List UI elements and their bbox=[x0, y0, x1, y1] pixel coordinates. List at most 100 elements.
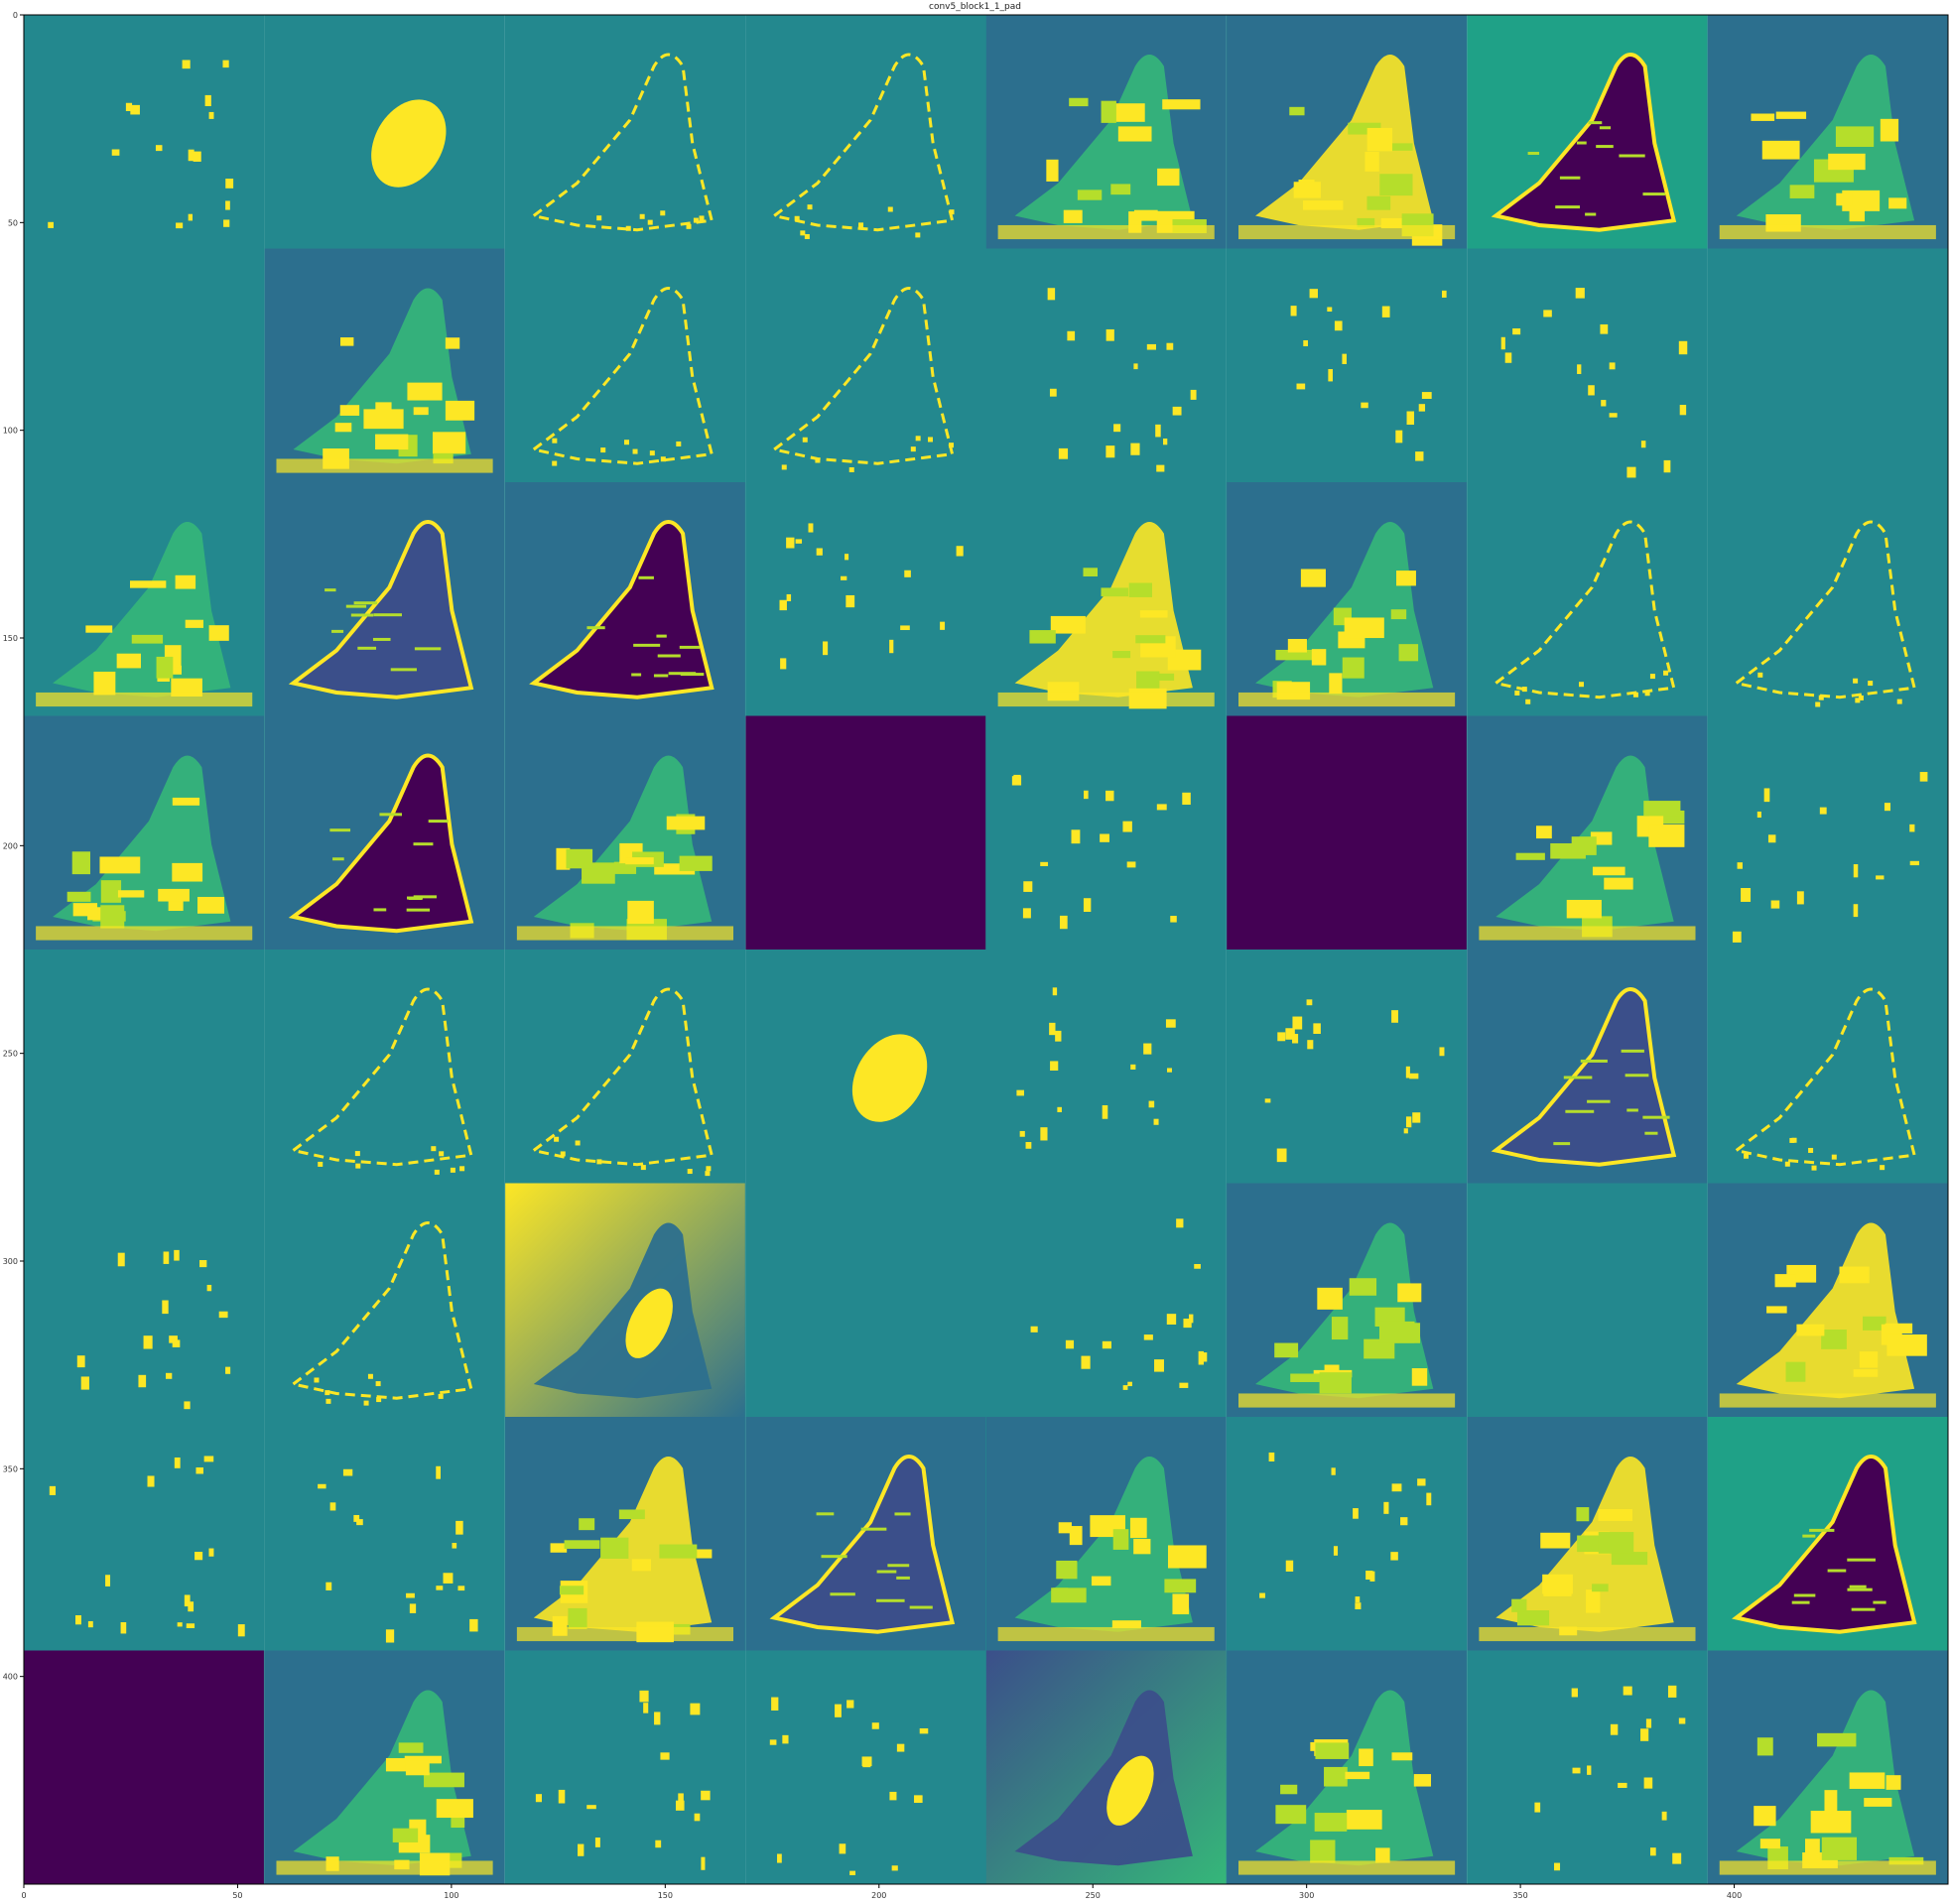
activation-patch bbox=[1849, 1585, 1867, 1588]
activation-patch bbox=[1319, 1372, 1352, 1394]
tile-background bbox=[1707, 482, 1948, 716]
feature-map-tile bbox=[24, 715, 265, 950]
activation-patch bbox=[1348, 122, 1381, 135]
activation-patch bbox=[699, 215, 705, 221]
activation-patch bbox=[1679, 405, 1687, 416]
activation-patch bbox=[1415, 451, 1424, 461]
activation-patch bbox=[1166, 342, 1174, 350]
feature-map-tile bbox=[1226, 1650, 1468, 1884]
activation-patch bbox=[1411, 1368, 1428, 1386]
activation-patch bbox=[1888, 197, 1907, 209]
activation-patch bbox=[1117, 126, 1152, 142]
ground-activation bbox=[36, 692, 253, 707]
activation-patch bbox=[193, 151, 201, 162]
activation-patch bbox=[1164, 1579, 1197, 1593]
activation-patch bbox=[613, 861, 637, 874]
activation-patch bbox=[1896, 698, 1902, 704]
activation-patch bbox=[339, 337, 354, 346]
feature-map-tile bbox=[504, 1183, 746, 1417]
activation-patch bbox=[1050, 1061, 1059, 1072]
activation-patch bbox=[208, 625, 229, 641]
activation-patch bbox=[896, 1576, 910, 1580]
activation-patch bbox=[318, 1161, 324, 1167]
activation-patch bbox=[459, 1166, 465, 1172]
activation-patch bbox=[1296, 383, 1306, 390]
activation-patch bbox=[1313, 1023, 1321, 1034]
activation-patch bbox=[915, 436, 921, 442]
activation-patch bbox=[786, 593, 792, 601]
activation-patch bbox=[1426, 1492, 1432, 1506]
activation-patch bbox=[325, 1582, 332, 1590]
activation-patch bbox=[1047, 288, 1056, 301]
activation-patch bbox=[1303, 339, 1309, 347]
activation-patch bbox=[1023, 881, 1033, 892]
activation-patch bbox=[660, 1752, 670, 1760]
activation-patch bbox=[424, 1772, 464, 1788]
activation-patch bbox=[186, 1623, 195, 1628]
activation-patch bbox=[1172, 406, 1182, 416]
activation-patch bbox=[1380, 217, 1407, 229]
activation-patch bbox=[49, 1485, 57, 1495]
activation-patch bbox=[1515, 852, 1545, 860]
activation-patch bbox=[1886, 1333, 1927, 1356]
bird-silhouette bbox=[1736, 1457, 1915, 1632]
activation-patch bbox=[862, 1757, 871, 1768]
activation-patch bbox=[334, 423, 352, 433]
activation-patch bbox=[575, 1140, 581, 1146]
activation-patch bbox=[1796, 891, 1804, 905]
activation-patch bbox=[1355, 1602, 1362, 1609]
activation-patch bbox=[579, 1518, 595, 1531]
activation-patch bbox=[1292, 1016, 1303, 1030]
activation-patch bbox=[876, 1598, 905, 1602]
feature-map-tile bbox=[1707, 1183, 1948, 1417]
activation-patch bbox=[889, 1791, 897, 1801]
activation-patch bbox=[816, 548, 823, 556]
activation-patch bbox=[1133, 209, 1158, 221]
activation-patch bbox=[1189, 1314, 1194, 1324]
activation-patch bbox=[1678, 340, 1688, 355]
activation-patch bbox=[771, 1697, 779, 1711]
activation-patch bbox=[627, 900, 654, 925]
activation-patch bbox=[204, 94, 211, 106]
tile-background bbox=[745, 248, 986, 482]
tile-background bbox=[1467, 1183, 1708, 1417]
bird-edge bbox=[1732, 1455, 1917, 1634]
activation-patch bbox=[455, 1520, 463, 1535]
activation-patch bbox=[660, 456, 666, 462]
activation-patch bbox=[1133, 363, 1138, 370]
activation-patch bbox=[705, 1171, 711, 1177]
activation-patch bbox=[147, 1475, 155, 1487]
feature-map-tile bbox=[504, 482, 746, 716]
activation-patch bbox=[1391, 1483, 1402, 1492]
activation-patch bbox=[1122, 821, 1132, 832]
activation-patch bbox=[1302, 200, 1344, 210]
activation-patch bbox=[1543, 310, 1552, 317]
activation-patch bbox=[1069, 97, 1089, 107]
activation-patch bbox=[1598, 1508, 1632, 1521]
activation-patch bbox=[1379, 174, 1413, 196]
activation-patch bbox=[568, 1607, 587, 1629]
activation-patch bbox=[1022, 908, 1031, 919]
activation-patch bbox=[1579, 682, 1585, 688]
activation-patch bbox=[1113, 424, 1121, 433]
feature-map-tile bbox=[24, 1417, 265, 1651]
activation-patch bbox=[625, 225, 631, 231]
activation-patch bbox=[1342, 657, 1365, 679]
activation-patch bbox=[1046, 159, 1059, 182]
activation-patch bbox=[1162, 99, 1201, 110]
activation-patch bbox=[1083, 568, 1098, 576]
feature-map-tile bbox=[504, 15, 746, 249]
bird-edge bbox=[1492, 520, 1676, 699]
activation-patch bbox=[552, 438, 558, 444]
y-tick-label: 250 bbox=[3, 1050, 18, 1059]
y-tick-label: 200 bbox=[3, 841, 18, 850]
activation-patch bbox=[1398, 644, 1419, 662]
x-tick-label: 0 bbox=[21, 1891, 26, 1900]
activation-patch bbox=[1397, 1283, 1422, 1303]
activation-patch bbox=[841, 575, 847, 580]
bird-edge bbox=[289, 987, 473, 1167]
activation-patch bbox=[1642, 192, 1666, 196]
activation-patch bbox=[1770, 900, 1780, 909]
activation-patch bbox=[390, 668, 417, 672]
activation-patch bbox=[1156, 804, 1167, 811]
